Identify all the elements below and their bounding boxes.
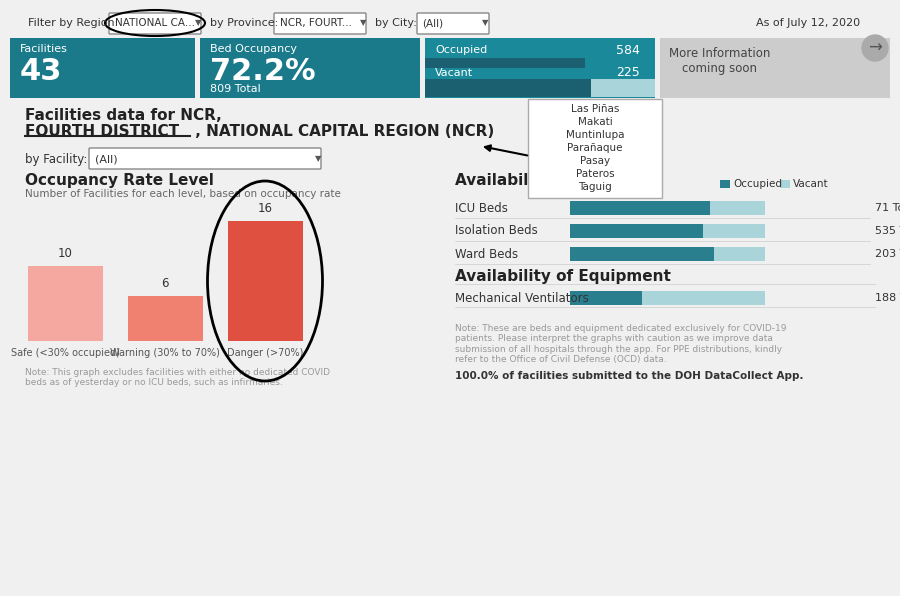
Text: Number of Facilities for each level, based on occupancy rate: Number of Facilities for each level, bas… [25,189,341,199]
Text: Taguig: Taguig [578,182,612,192]
Text: by City:: by City: [375,18,417,28]
Text: Availability of Equipment: Availability of Equipment [455,269,670,284]
Bar [425,58,585,68]
Text: Safe (<30% occupied): Safe (<30% occupied) [11,348,120,358]
Text: 809 Total: 809 Total [210,84,261,94]
Text: Note: This graph excludes facilities with either no dedicated COVID
beds as of y: Note: This graph excludes facilities wit… [25,368,330,387]
FancyBboxPatch shape [417,13,489,34]
Text: Danger (>70%): Danger (>70%) [227,348,303,358]
Text: As of July 12, 2020: As of July 12, 2020 [756,18,860,28]
Bar [570,291,643,305]
Text: 43: 43 [20,57,62,85]
Text: 203 Total: 203 Total [875,249,900,259]
Text: NCR, FOURT...: NCR, FOURT... [280,18,352,28]
Text: 71 Total: 71 Total [875,203,900,213]
FancyBboxPatch shape [425,38,655,98]
Bar [425,79,655,97]
FancyBboxPatch shape [10,38,195,98]
Text: Warning (30% to 70%): Warning (30% to 70%) [110,348,220,358]
Text: 10: 10 [58,247,72,260]
Text: Bed Occupancy: Bed Occupancy [210,44,297,54]
Text: by Facility:: by Facility: [25,153,87,166]
Bar [570,224,703,238]
Bar [425,79,591,97]
Text: 72.2%: 72.2% [210,57,316,85]
Text: ▼: ▼ [195,18,202,27]
Text: Pateros: Pateros [576,169,615,179]
Bar [720,180,730,188]
Text: 225: 225 [616,67,640,79]
Text: Occupied: Occupied [733,179,782,189]
Text: , NATIONAL CAPITAL REGION (NCR): , NATIONAL CAPITAL REGION (NCR) [190,123,494,138]
Bar [570,247,765,261]
Text: Muntinlupa: Muntinlupa [566,130,625,140]
Text: Filter by Region:: Filter by Region: [28,18,118,28]
Text: ICU Beds: ICU Beds [455,201,508,215]
Text: by Province:: by Province: [210,18,278,28]
Text: Facilities data for NCR,: Facilities data for NCR, [25,108,227,123]
Text: ▼: ▼ [315,154,321,163]
Text: 188 Total: 188 Total [875,293,900,303]
Text: 16: 16 [257,202,273,215]
Bar [570,201,710,215]
Bar [570,224,765,238]
Text: Note: These are beds and equipment dedicated exclusively for COVID-19
patients. : Note: These are beds and equipment dedic… [455,324,787,364]
Text: ▼: ▼ [482,18,489,27]
Text: NATIONAL CA...: NATIONAL CA... [115,18,195,28]
Bar [128,296,202,341]
FancyBboxPatch shape [660,38,890,98]
Bar [28,266,103,341]
Text: Isolation Beds: Isolation Beds [455,225,538,237]
Text: 100.0% of facilities submitted to the DOH DataCollect App.: 100.0% of facilities submitted to the DO… [455,371,804,381]
Bar [570,247,715,261]
Text: 6: 6 [161,277,169,290]
Text: 535 Total: 535 Total [875,226,900,236]
Text: (All): (All) [422,18,443,28]
Bar [780,180,790,188]
Text: Facilities: Facilities [20,44,68,54]
Text: Availability of Beds: Availability of Beds [455,173,620,188]
Text: Vacant: Vacant [793,179,829,189]
Text: Makati: Makati [578,117,612,127]
Text: Mechanical Ventilators: Mechanical Ventilators [455,291,589,305]
FancyBboxPatch shape [200,38,420,98]
Text: Pasay: Pasay [580,156,610,166]
Text: Vacant: Vacant [435,68,473,78]
Text: More Information
coming soon: More Information coming soon [670,47,770,75]
Text: Occupancy Rate Level: Occupancy Rate Level [25,173,214,188]
FancyBboxPatch shape [109,13,201,34]
Bar [570,291,765,305]
Text: →: → [868,39,882,57]
Circle shape [862,35,888,61]
Bar [228,221,302,341]
Bar [570,201,765,215]
Text: Ward Beds: Ward Beds [455,247,518,260]
Text: Occupied: Occupied [435,45,487,55]
Text: Parañaque: Parañaque [567,143,623,153]
FancyBboxPatch shape [528,99,662,198]
FancyBboxPatch shape [89,148,321,169]
Text: 584: 584 [616,44,640,57]
Text: ▼: ▼ [360,18,366,27]
FancyBboxPatch shape [274,13,366,34]
Text: (All): (All) [95,154,118,164]
Text: FOURTH DISTRICT: FOURTH DISTRICT [25,123,179,138]
Text: Las Piñas: Las Piñas [571,104,619,114]
